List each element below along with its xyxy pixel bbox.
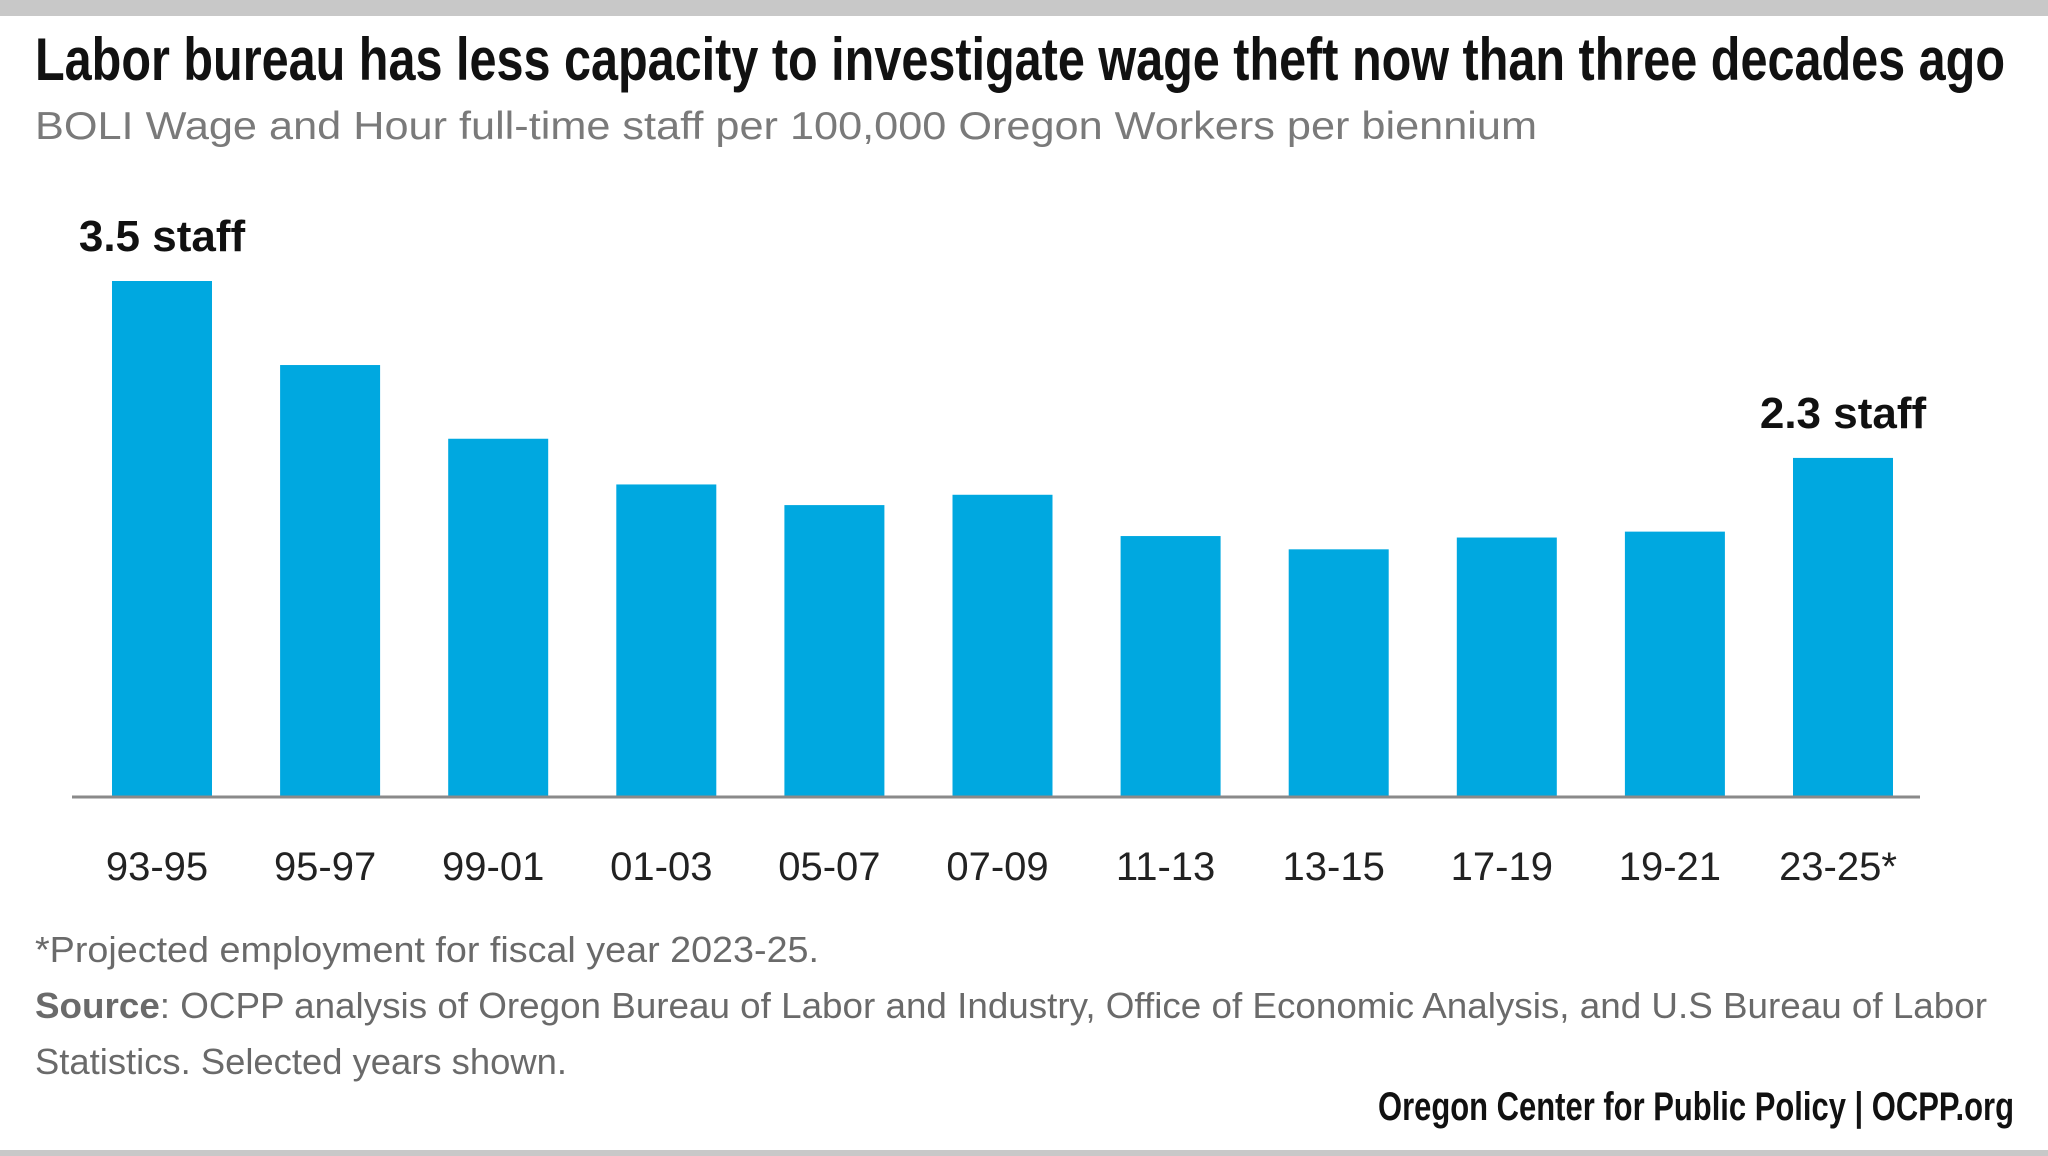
chart-title: Labor bureau has less capacity to invest… bbox=[35, 26, 2005, 93]
x-tick-labels: 93-95 95-97 99-01 01-03 05-07 07-09 11-13 13-15… bbox=[106, 845, 1897, 889]
bar-17-19 bbox=[1456, 537, 1557, 797]
footnote: *Projected employment for fiscal year 20… bbox=[35, 929, 819, 970]
credit: Oregon Center for Public Policy | OCPP.o… bbox=[1378, 1085, 2014, 1129]
bar-99-01 bbox=[448, 438, 549, 797]
x-tick-label: 19-21 bbox=[1619, 845, 1721, 889]
bottom-frame-bar bbox=[0, 1150, 2048, 1156]
x-tick-label: 13-15 bbox=[1283, 845, 1385, 889]
x-tick-label: 93-95 bbox=[106, 845, 208, 889]
data-label: 2.3 staff bbox=[1760, 389, 1927, 438]
bar-95-97 bbox=[280, 365, 381, 797]
x-tick-label: 23-25* bbox=[1779, 845, 1897, 889]
top-frame-bar bbox=[0, 0, 2048, 16]
bar-05-07 bbox=[784, 505, 885, 797]
annotations: 3.5 staff 2.3 staff bbox=[79, 212, 1927, 438]
bars bbox=[112, 281, 1893, 797]
bar-19-21 bbox=[1624, 531, 1725, 797]
source-line-2: Statistics. Selected years shown. bbox=[35, 1041, 567, 1082]
x-tick-label: 95-97 bbox=[274, 845, 376, 889]
bar-13-15 bbox=[1288, 549, 1389, 797]
chart-subtitle: BOLI Wage and Hour full-time staff per 1… bbox=[35, 105, 1537, 148]
source-line: Source: OCPP analysis of Oregon Bureau o… bbox=[35, 985, 1987, 1026]
bar-01-03 bbox=[616, 484, 717, 797]
source-text: : OCPP analysis of Oregon Bureau of Labo… bbox=[160, 985, 1987, 1026]
source-label: Source bbox=[35, 985, 160, 1026]
x-tick-label: 01-03 bbox=[610, 845, 712, 889]
bar-07-09 bbox=[952, 494, 1053, 797]
x-tick-label: 17-19 bbox=[1451, 845, 1553, 889]
x-tick-label: 05-07 bbox=[778, 845, 880, 889]
bar-93-95 bbox=[112, 281, 212, 797]
bar-11-13 bbox=[1120, 536, 1221, 797]
data-label: 3.5 staff bbox=[79, 212, 246, 261]
x-tick-label: 07-09 bbox=[946, 845, 1048, 889]
x-tick-label: 11-13 bbox=[1116, 845, 1215, 889]
x-tick-label: 99-01 bbox=[442, 845, 544, 889]
bar-23-25 bbox=[1793, 457, 1893, 797]
